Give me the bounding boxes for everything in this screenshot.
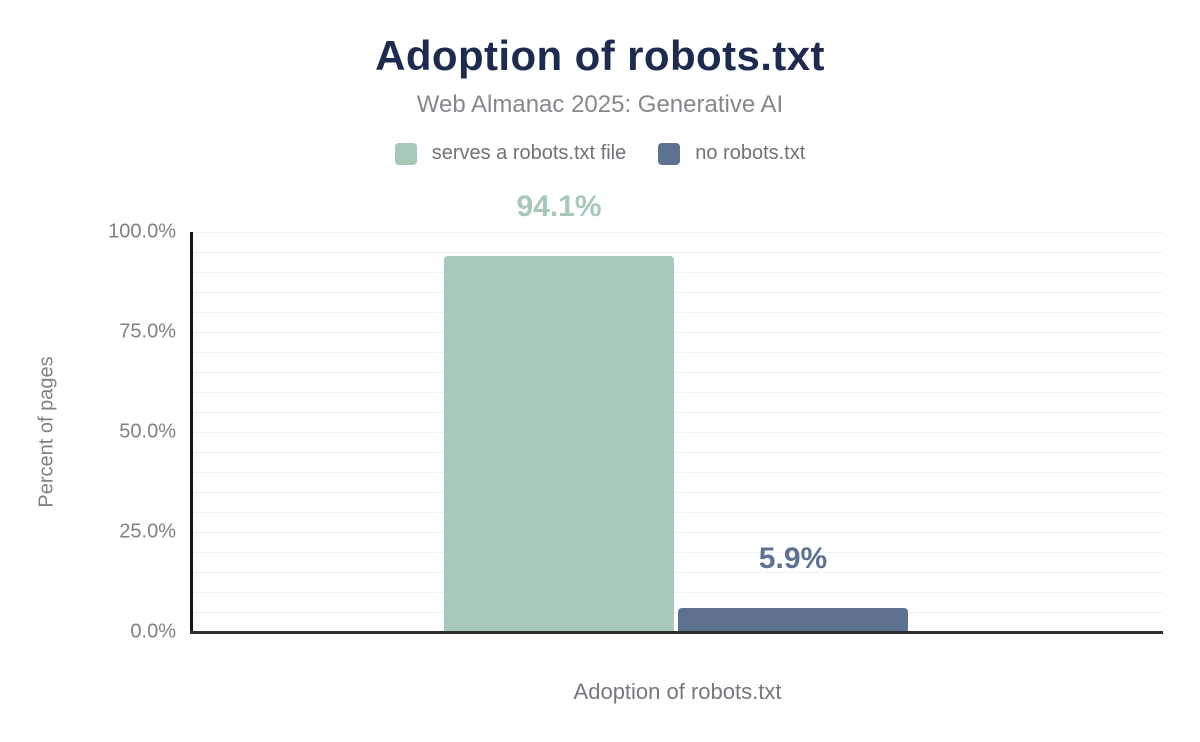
y-tick-75: 75.0%	[119, 320, 176, 343]
plot-area: 94.1% 5.9%	[192, 191, 1163, 632]
legend-label-no-robots: no robots.txt	[695, 142, 806, 164]
chart-subtitle: Web Almanac 2025: Generative AI	[416, 91, 784, 118]
y-tick-0: 0.0%	[130, 620, 176, 643]
y-tick-25: 25.0%	[119, 520, 176, 543]
y-axis-ticks: 100.0% 75.0% 50.0% 25.0% 0.0%	[0, 221, 176, 643]
legend-label-serves: serves a robots.txt file	[431, 142, 627, 164]
bar-serves-robots-txt	[444, 255, 674, 632]
legend-item-serves-robots-txt[interactable]: serves a robots.txt file	[394, 142, 627, 165]
y-tick-50: 50.0%	[119, 420, 176, 443]
x-axis-label: Adoption of robots.txt	[573, 679, 782, 704]
legend-swatch-serves-icon	[394, 142, 417, 165]
y-tick-100: 100.0%	[108, 220, 176, 243]
legend-item-no-robots-txt[interactable]: no robots.txt	[658, 142, 805, 165]
legend: serves a robots.txt file no robots.txt	[0, 142, 1200, 165]
y-axis-line	[190, 232, 193, 633]
chart-title: Adoption of robots.txt	[375, 32, 825, 79]
data-label-no-robots-txt: 5.9%	[758, 542, 828, 576]
x-axis-line	[190, 631, 1163, 634]
legend-swatch-no-robots-icon	[658, 142, 681, 165]
data-label-serves-robots-txt: 94.1%	[516, 189, 602, 223]
bar-no-robots-txt	[678, 608, 908, 632]
